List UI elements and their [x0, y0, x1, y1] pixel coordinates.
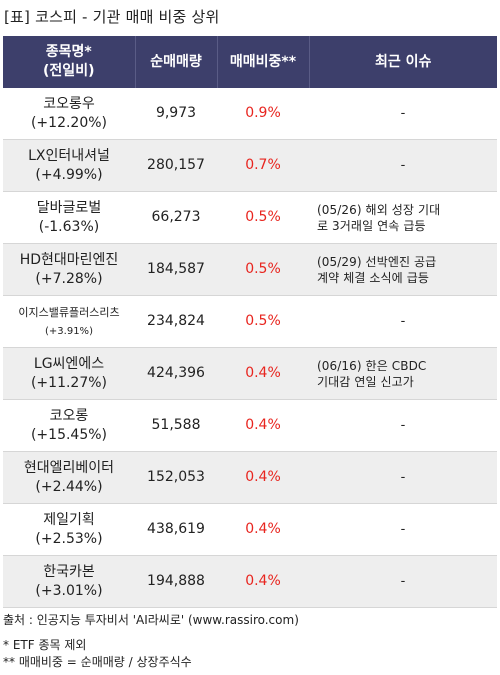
trade-ratio: 0.4% [217, 451, 309, 504]
recent-issue: (05/29) 선박엔진 공급 계약 체결 소식에 급등 [309, 243, 497, 296]
stock-name-cell: 한국카본 (+3.01%) [3, 555, 135, 608]
net-volume: 424,396 [135, 347, 217, 400]
table-row: 달바글로벌 (-1.63%) 66,273 0.5% (05/26) 해외 성장… [3, 191, 497, 244]
table-row: HD현대마린엔진 (+7.28%) 184,587 0.5% (05/29) 선… [3, 243, 497, 296]
stock-change: (+11.27%) [30, 374, 108, 391]
recent-issue: - [309, 139, 497, 192]
header-net-volume: 순매매량 [135, 36, 218, 88]
net-volume: 234,824 [135, 295, 217, 348]
net-volume: 66,273 [135, 191, 217, 244]
issue-line2: 로 3거래일 연속 급등 [317, 218, 426, 233]
table-row: LG씨엔에스 (+11.27%) 424,396 0.4% (06/16) 한은… [3, 347, 497, 400]
trade-ratio: 0.4% [217, 503, 309, 556]
net-volume: 9,973 [135, 88, 217, 140]
stock-name: 한국카본 [43, 563, 95, 580]
issue-line1: - [400, 105, 406, 121]
footnote-etf: * ETF 종목 제외 [3, 638, 87, 652]
stock-name-cell: 코오롱 (+15.45%) [3, 399, 135, 452]
recent-issue: - [309, 295, 497, 348]
trade-ratio: 0.5% [217, 295, 309, 348]
stock-name: HD현대마린엔진 [19, 251, 119, 268]
stock-name: 현대엘리베이터 [23, 459, 115, 476]
stock-name-cell: LX인터내셔널 (+4.99%) [3, 139, 135, 192]
recent-issue: - [309, 399, 497, 452]
issue-line1: - [400, 417, 406, 433]
table-row: 이지스밸류플러스리츠 (+3.91%) 234,824 0.5% - [3, 295, 497, 348]
recent-issue: (05/26) 해외 성장 기대 로 3거래일 연속 급등 [309, 191, 497, 244]
trade-ratio: 0.4% [217, 399, 309, 452]
stock-change: (+7.28%) [35, 270, 103, 287]
footnote-ratio: ** 매매비중 = 순매매량 / 상장주식수 [3, 655, 192, 669]
stock-change: (+3.91%) [45, 325, 93, 337]
issue-line1: - [400, 157, 406, 173]
table-row: 한국카본 (+3.01%) 194,888 0.4% - [3, 555, 497, 608]
recent-issue: (06/16) 한은 CBDC 기대감 연일 신고가 [309, 347, 497, 400]
stock-name-cell: 코오롱우 (+12.20%) [3, 88, 135, 140]
stock-name: 이지스밸류플러스리츠 [18, 305, 120, 319]
trade-ratio: 0.5% [217, 243, 309, 296]
issue-line1: (05/29) 선박엔진 공급 [317, 254, 437, 269]
recent-issue: - [309, 451, 497, 504]
table-row: 현대엘리베이터 (+2.44%) 152,053 0.4% - [3, 451, 497, 504]
stock-name: LX인터내셔널 [28, 147, 110, 164]
stock-name-cell: 제일기획 (+2.53%) [3, 503, 135, 556]
net-volume: 152,053 [135, 451, 217, 504]
table-row: LX인터내셔널 (+4.99%) 280,157 0.7% - [3, 139, 497, 192]
header-ratio: 매매비중** [217, 36, 310, 88]
stock-name: 달바글로벌 [36, 199, 102, 216]
table-row: 제일기획 (+2.53%) 438,619 0.4% - [3, 503, 497, 556]
net-volume: 438,619 [135, 503, 217, 556]
table-row: 코오롱우 (+12.20%) 9,973 0.9% - [3, 88, 497, 140]
issue-line2: 계약 체결 소식에 급등 [317, 270, 430, 285]
stock-change: (+4.99%) [35, 166, 103, 183]
net-volume: 184,587 [135, 243, 217, 296]
stock-name-cell: 달바글로벌 (-1.63%) [3, 191, 135, 244]
page-title: [표] 코스피 - 기관 매매 비중 상위 [4, 8, 220, 26]
trade-ratio: 0.7% [217, 139, 309, 192]
stock-change: (+15.45%) [30, 426, 108, 443]
issue-line1: - [400, 521, 406, 537]
header-name-line1: 종목명* [45, 44, 92, 60]
trade-ratio: 0.9% [217, 88, 309, 140]
table-header-row: 종목명* (전일비) 순매매량 매매비중** 최근 이슈 [3, 36, 497, 88]
recent-issue: - [309, 503, 497, 556]
header-name: 종목명* (전일비) [3, 36, 136, 88]
stock-name: 제일기획 [43, 511, 95, 528]
stock-change: (+2.53%) [35, 530, 103, 547]
stock-name: 코오롱우 [43, 95, 95, 112]
net-volume: 280,157 [135, 139, 217, 192]
table-row: 코오롱 (+15.45%) 51,588 0.4% - [3, 399, 497, 452]
stock-name-cell: LG씨엔에스 (+11.27%) [3, 347, 135, 400]
recent-issue: - [309, 555, 497, 608]
stock-change: (+3.01%) [35, 582, 103, 599]
stock-change: (-1.63%) [38, 218, 100, 235]
issue-line1: (06/16) 한은 CBDC [317, 358, 427, 373]
issue-line1: - [400, 313, 406, 329]
recent-issue: - [309, 88, 497, 140]
stock-change: (+12.20%) [30, 114, 108, 131]
stock-name-cell: 이지스밸류플러스리츠 (+3.91%) [3, 295, 135, 348]
trade-ratio: 0.5% [217, 191, 309, 244]
institution-trade-table: 종목명* (전일비) 순매매량 매매비중** 최근 이슈 코오롱우 (+12.2… [3, 36, 497, 608]
header-issue: 최근 이슈 [309, 36, 497, 88]
issue-line1: - [400, 573, 406, 589]
issue-line1: (05/26) 해외 성장 기대 [317, 202, 441, 217]
trade-ratio: 0.4% [217, 555, 309, 608]
net-volume: 51,588 [135, 399, 217, 452]
source-note: 출처 : 인공지능 투자비서 'AI라씨로' (www.rassiro.com) [3, 613, 299, 627]
issue-line1: - [400, 469, 406, 485]
stock-name-cell: 현대엘리베이터 (+2.44%) [3, 451, 135, 504]
stock-name: LG씨엔에스 [33, 355, 105, 372]
stock-change: (+2.44%) [35, 478, 103, 495]
header-name-line2: (전일비) [43, 63, 95, 79]
stock-name-cell: HD현대마린엔진 (+7.28%) [3, 243, 135, 296]
stock-name: 코오롱 [49, 407, 89, 424]
issue-line2: 기대감 연일 신고가 [317, 374, 414, 389]
net-volume: 194,888 [135, 555, 217, 608]
trade-ratio: 0.4% [217, 347, 309, 400]
